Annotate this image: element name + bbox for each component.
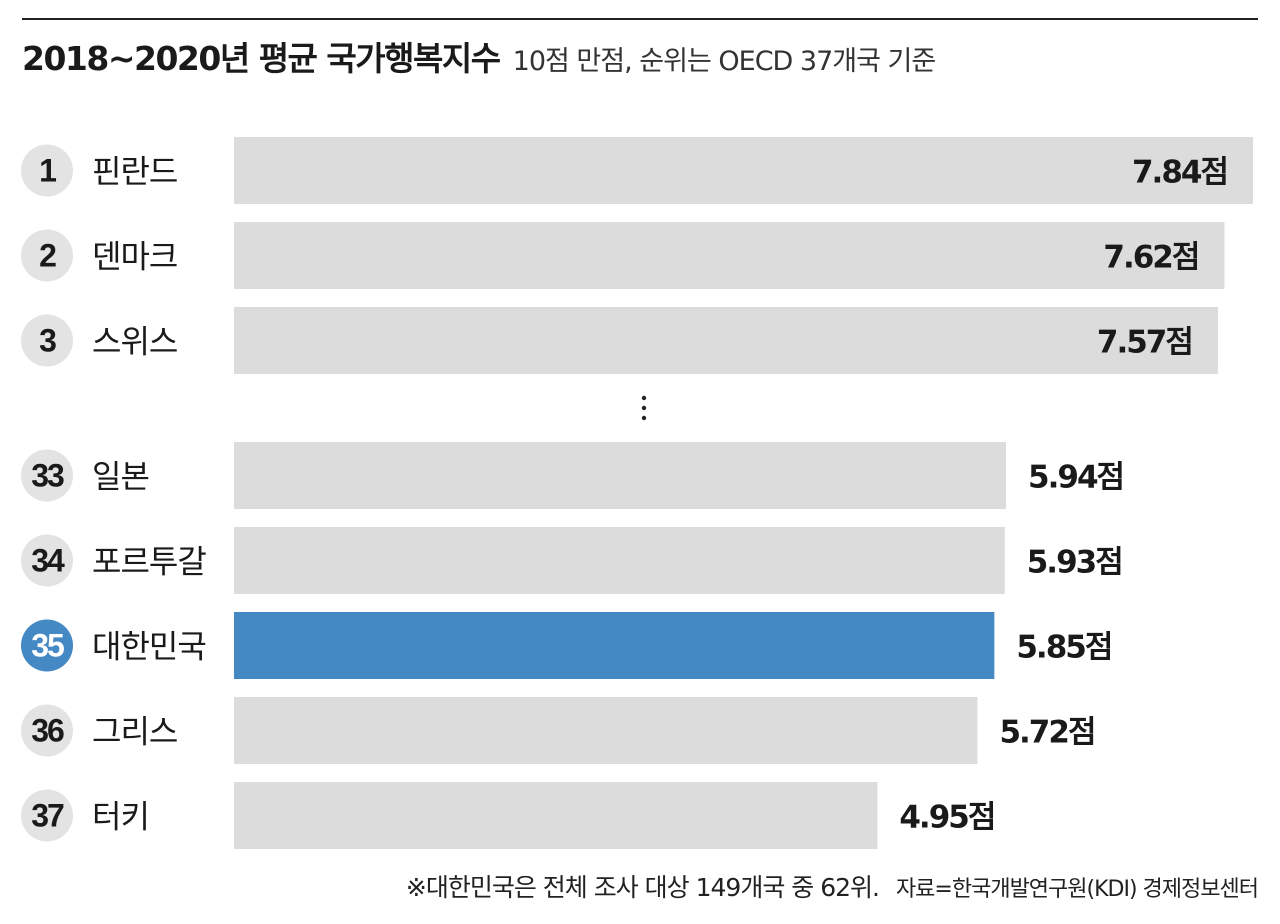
- ellipsis-dot: [641, 395, 647, 401]
- value-label: 7.62점: [1103, 240, 1198, 276]
- bar: [234, 222, 1225, 289]
- rank-badge: [21, 789, 73, 842]
- value-label: 5.85점: [1016, 630, 1111, 666]
- value-label: 7.57점: [1097, 325, 1192, 361]
- chart-subtitle: 10점 만점, 순위는 OECD 37개국 기준: [512, 46, 937, 77]
- footnote-text: ※대한민국은 전체 조사 대상 149개국 중 62위.: [405, 873, 880, 902]
- bar: [234, 137, 1253, 204]
- value-label: 5.94점: [1028, 460, 1123, 496]
- value-label: 4.95점: [899, 800, 994, 836]
- bar: [234, 527, 1005, 594]
- bar: [234, 307, 1218, 374]
- rank-label: 34: [31, 543, 65, 579]
- rank-label: 1: [39, 153, 56, 189]
- footnote: ※대한민국은 전체 조사 대상 149개국 중 62위. 자료=한국개발연구원(…: [405, 868, 1259, 904]
- bar: [234, 442, 1007, 509]
- rank-badge: [21, 534, 73, 587]
- category-label: 덴마크: [92, 238, 177, 276]
- bar: [234, 697, 978, 764]
- chart-title: 2018~2020년 평균 국가행복지수: [22, 39, 501, 78]
- rank-label: 3: [39, 323, 56, 359]
- bar: [234, 782, 878, 849]
- bar: [234, 612, 995, 679]
- rank-label: 37: [31, 798, 64, 834]
- rank-badge: [21, 314, 73, 367]
- category-label: 일본: [92, 458, 149, 496]
- value-label: 5.93점: [1027, 545, 1122, 581]
- rank-badge: [21, 144, 73, 197]
- category-label: 터키: [92, 798, 149, 836]
- rank-badge: [21, 449, 73, 502]
- value-label: 7.84점: [1132, 155, 1227, 191]
- top-rule: [22, 18, 1258, 20]
- category-label: 그리스: [92, 713, 177, 751]
- source-text: 자료=한국개발연구원(KDI) 경제정보센터: [895, 877, 1259, 902]
- ellipsis-dot: [641, 405, 647, 411]
- rank-badge: [21, 229, 73, 282]
- rank-label: 35: [31, 628, 64, 664]
- rank-label: 36: [31, 713, 64, 749]
- rank-badge: [21, 619, 73, 672]
- rank-label: 33: [31, 458, 64, 494]
- category-label: 대한민국: [92, 628, 206, 666]
- ellipsis-dot: [641, 415, 647, 421]
- rank-label: 2: [39, 238, 56, 274]
- rank-badge: [21, 704, 73, 757]
- value-label: 5.72점: [999, 715, 1094, 751]
- category-label: 스위스: [92, 323, 177, 361]
- category-label: 포르투갈: [92, 543, 206, 581]
- chart-header: 2018~2020년 평균 국가행복지수 10점 만점, 순위는 OECD 37…: [22, 32, 1262, 80]
- category-label: 핀란드: [92, 153, 177, 191]
